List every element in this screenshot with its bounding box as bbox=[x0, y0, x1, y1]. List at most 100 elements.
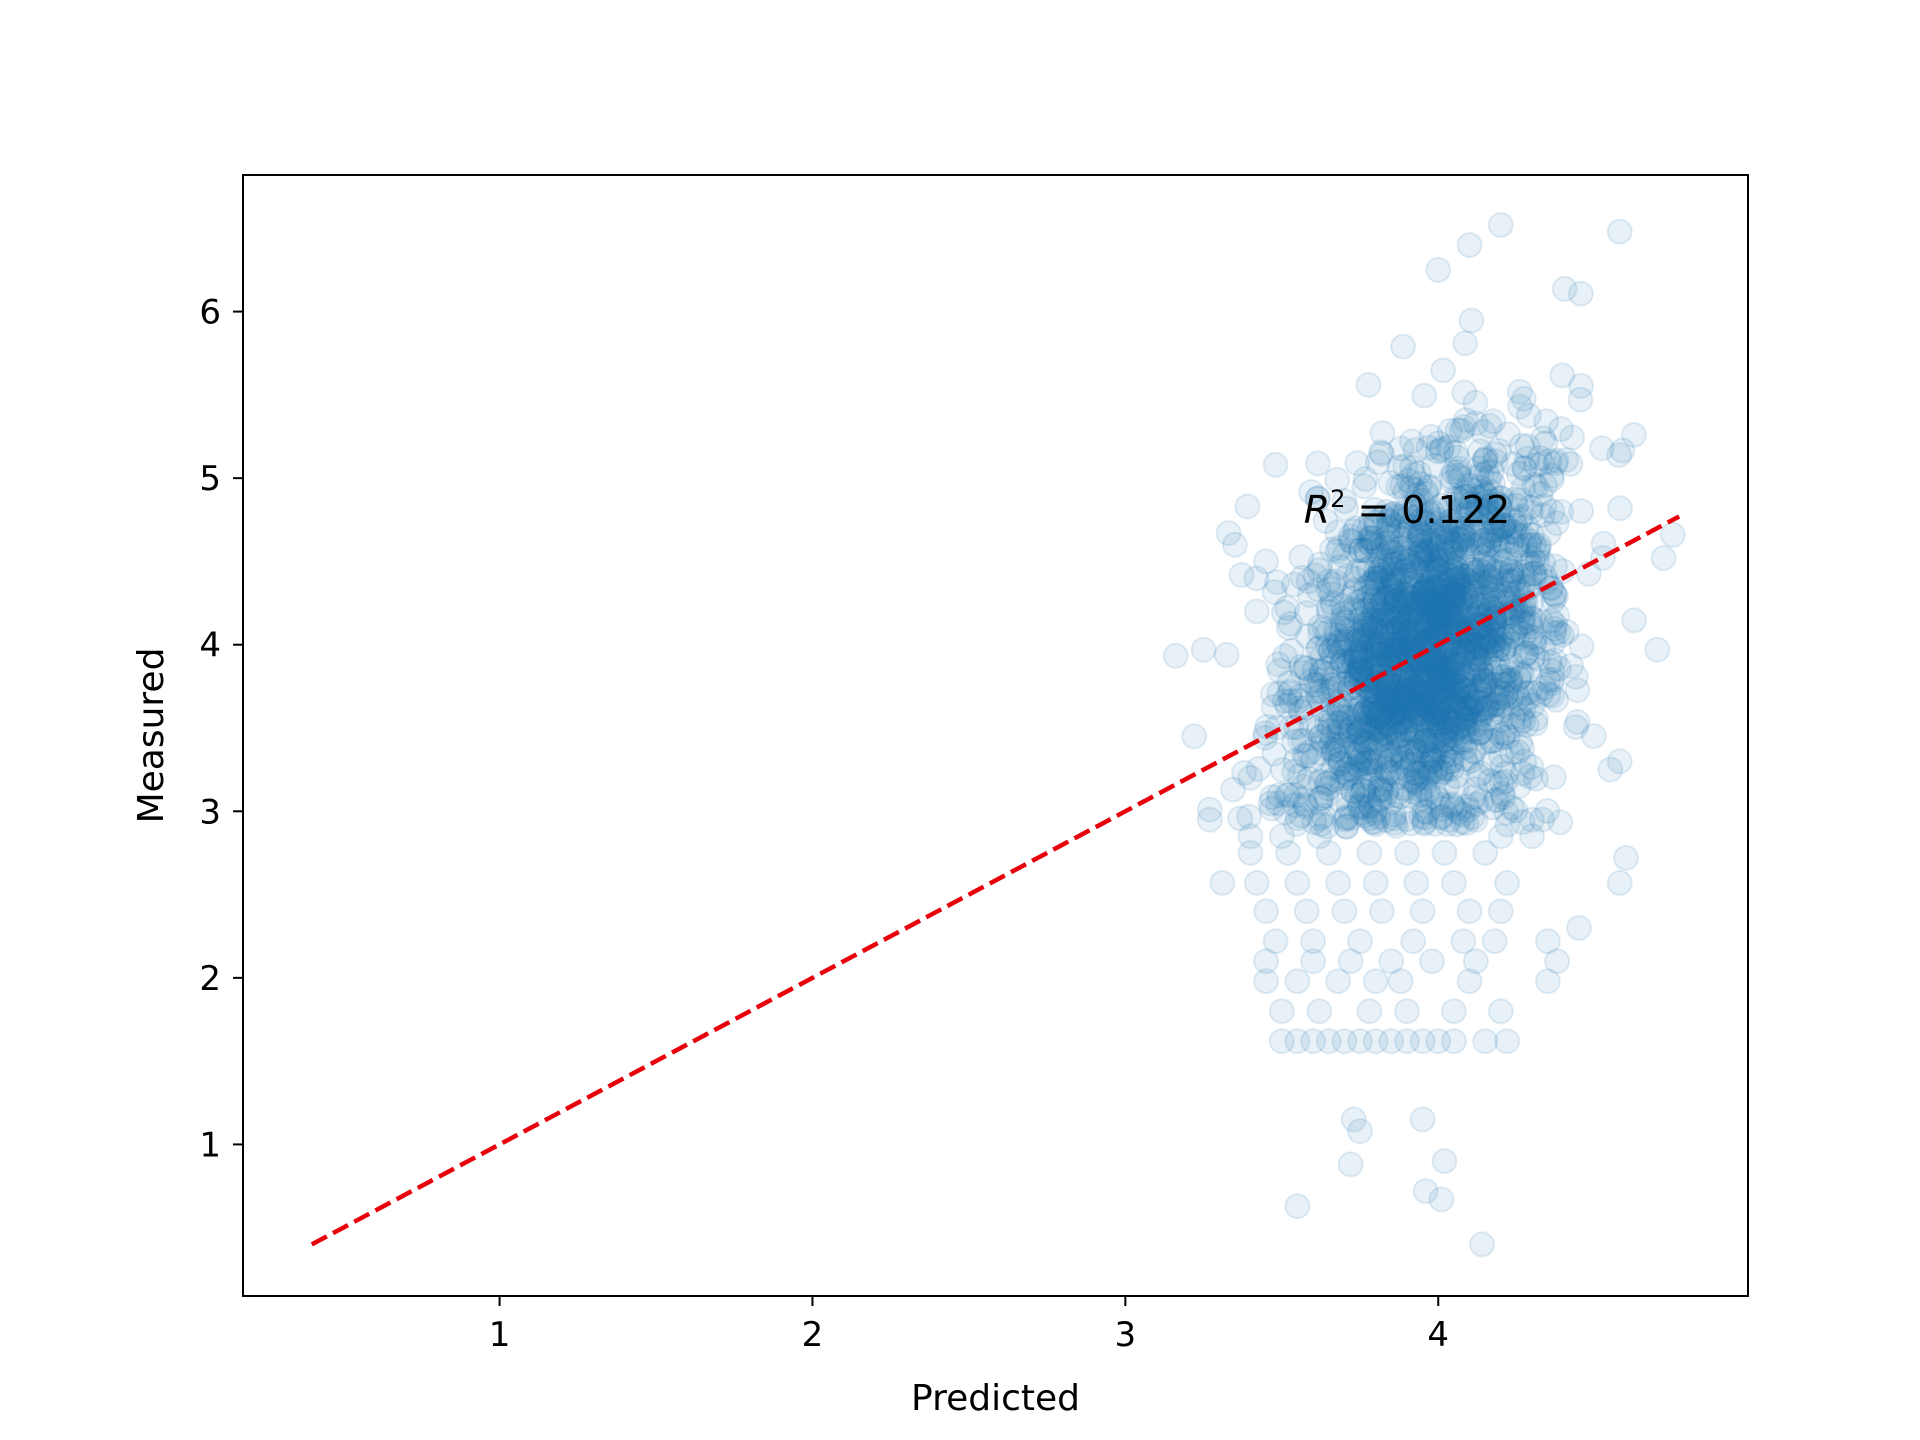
data-point bbox=[1280, 571, 1307, 598]
data-point bbox=[1363, 635, 1389, 662]
data-point bbox=[1374, 710, 1401, 737]
data-point bbox=[1341, 518, 1368, 545]
data-point bbox=[1474, 692, 1501, 719]
data-point bbox=[1432, 688, 1458, 715]
data-point bbox=[1403, 869, 1430, 896]
data-point bbox=[1458, 747, 1485, 774]
data-point bbox=[1392, 716, 1418, 743]
data-point bbox=[1382, 587, 1408, 614]
data-point bbox=[1350, 777, 1377, 804]
data-point bbox=[1315, 568, 1342, 595]
data-point bbox=[1306, 635, 1333, 661]
data-point bbox=[1407, 733, 1434, 760]
data-point bbox=[1394, 1028, 1420, 1055]
data-point bbox=[1372, 687, 1399, 714]
data-point bbox=[1472, 573, 1499, 600]
data-point bbox=[1345, 727, 1372, 754]
data-point bbox=[1425, 613, 1452, 640]
data-point bbox=[1418, 610, 1445, 637]
data-point bbox=[1484, 650, 1511, 677]
data-point bbox=[1352, 465, 1379, 492]
data-point bbox=[1333, 617, 1360, 644]
data-point bbox=[1349, 637, 1376, 664]
data-point bbox=[1430, 672, 1457, 699]
data-point bbox=[1317, 637, 1344, 664]
data-point bbox=[1337, 764, 1364, 790]
data-point bbox=[1362, 565, 1389, 592]
data-point bbox=[1362, 811, 1389, 838]
data-point bbox=[1444, 639, 1470, 666]
data-point bbox=[1375, 514, 1402, 541]
data-point bbox=[1359, 625, 1386, 652]
data-point bbox=[1402, 677, 1429, 703]
data-point bbox=[1307, 613, 1333, 640]
data-point bbox=[1408, 706, 1435, 733]
data-point bbox=[1320, 644, 1347, 671]
data-point bbox=[1287, 727, 1314, 754]
data-point bbox=[1328, 769, 1355, 796]
data-point bbox=[1384, 619, 1411, 646]
data-point bbox=[1349, 781, 1375, 808]
data-point bbox=[1445, 697, 1472, 724]
data-point bbox=[1306, 557, 1333, 584]
data-point bbox=[1419, 531, 1446, 558]
data-point bbox=[1568, 372, 1594, 399]
data-point bbox=[1460, 515, 1487, 542]
data-point bbox=[1397, 716, 1424, 743]
data-point bbox=[1402, 597, 1429, 624]
data-point bbox=[1517, 494, 1544, 521]
data-point bbox=[1433, 561, 1460, 588]
data-point bbox=[1428, 665, 1455, 692]
data-point bbox=[1362, 797, 1389, 824]
data-point bbox=[1362, 565, 1389, 592]
data-point bbox=[1418, 423, 1445, 450]
data-point bbox=[1398, 601, 1425, 628]
data-point bbox=[1404, 658, 1431, 685]
data-point bbox=[1389, 749, 1416, 776]
data-point bbox=[1351, 617, 1378, 644]
data-point bbox=[1428, 598, 1455, 625]
data-point bbox=[1420, 712, 1447, 739]
data-point bbox=[1485, 437, 1512, 464]
data-point bbox=[1318, 730, 1345, 757]
data-point bbox=[1412, 687, 1439, 713]
data-point bbox=[1426, 698, 1453, 725]
data-point bbox=[1497, 684, 1524, 711]
data-point bbox=[1427, 758, 1454, 785]
data-point bbox=[1453, 810, 1480, 837]
data-point bbox=[1383, 631, 1410, 657]
data-point bbox=[1436, 576, 1463, 603]
data-point bbox=[1385, 692, 1412, 719]
data-point bbox=[1314, 619, 1341, 646]
data-point bbox=[1482, 655, 1509, 682]
data-point bbox=[1448, 678, 1475, 705]
data-point bbox=[1606, 442, 1633, 469]
data-point bbox=[1541, 647, 1568, 674]
data-point bbox=[1407, 667, 1434, 693]
data-point bbox=[1398, 567, 1425, 594]
data-point bbox=[1292, 655, 1319, 682]
data-point bbox=[1394, 591, 1421, 618]
data-point bbox=[1472, 1028, 1499, 1055]
data-point bbox=[1485, 616, 1512, 643]
data-point bbox=[1361, 809, 1388, 835]
data-point bbox=[1304, 485, 1331, 512]
data-point bbox=[1325, 732, 1352, 759]
data-point bbox=[1389, 503, 1416, 530]
data-point bbox=[1549, 362, 1576, 389]
data-point bbox=[1307, 768, 1334, 795]
data-point bbox=[1412, 617, 1439, 644]
data-point bbox=[1483, 573, 1510, 600]
data-point bbox=[1345, 712, 1372, 739]
data-point bbox=[1347, 606, 1374, 633]
data-point bbox=[1491, 720, 1518, 747]
data-point bbox=[1314, 769, 1341, 796]
data-point bbox=[1422, 653, 1448, 680]
data-point bbox=[1352, 729, 1378, 756]
data-point bbox=[1400, 461, 1427, 488]
data-point bbox=[1396, 602, 1423, 629]
data-point bbox=[1496, 562, 1523, 589]
data-point bbox=[1492, 682, 1519, 709]
data-point bbox=[1398, 681, 1425, 707]
data-point bbox=[1440, 585, 1467, 612]
